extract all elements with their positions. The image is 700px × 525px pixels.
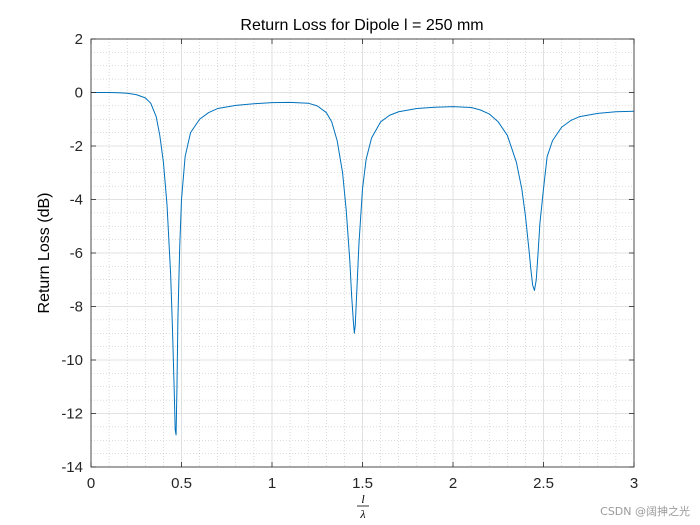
x-tick-label: 3 [630, 475, 638, 492]
y-tick-label: 0 [75, 85, 83, 102]
y-tick-label: -4 [70, 192, 83, 209]
y-axis-label: Return Loss (dB) [36, 193, 53, 314]
y-tick-label: -10 [61, 352, 83, 369]
y-tick-label: -2 [70, 138, 83, 155]
series-layer [91, 92, 635, 436]
x-tick-labels: 0 0.5 1 1.5 2 2.5 3 [87, 475, 638, 492]
chart-title: Return Loss for Dipole l = 250 mm [240, 17, 483, 34]
watermark-text: CSDN @阔抻之光 [600, 504, 690, 518]
y-tick-labels: 2 0 -2 -4 -6 -8 -10 -12 -14 [61, 31, 83, 476]
y-tick-label: -8 [70, 299, 83, 316]
x-tick-label: 1.5 [352, 475, 373, 492]
x-tick-label: 0 [87, 475, 95, 492]
tick-marks [90, 38, 635, 468]
x-tick-label: 2.5 [533, 475, 554, 492]
x-tick-label: 0.5 [171, 475, 192, 492]
x-tick-label: 1 [268, 475, 276, 492]
x-axis-label-denominator: λ [359, 507, 365, 521]
y-tick-label: -6 [70, 245, 83, 262]
x-axis-label: l λ [357, 492, 369, 521]
x-tick-label: 2 [449, 475, 457, 492]
y-tick-label: -12 [61, 406, 83, 423]
series-line [91, 92, 635, 436]
x-axis-label-numerator: l [361, 492, 365, 506]
y-tick-label: -14 [61, 459, 83, 476]
y-tick-label: 2 [75, 31, 83, 48]
